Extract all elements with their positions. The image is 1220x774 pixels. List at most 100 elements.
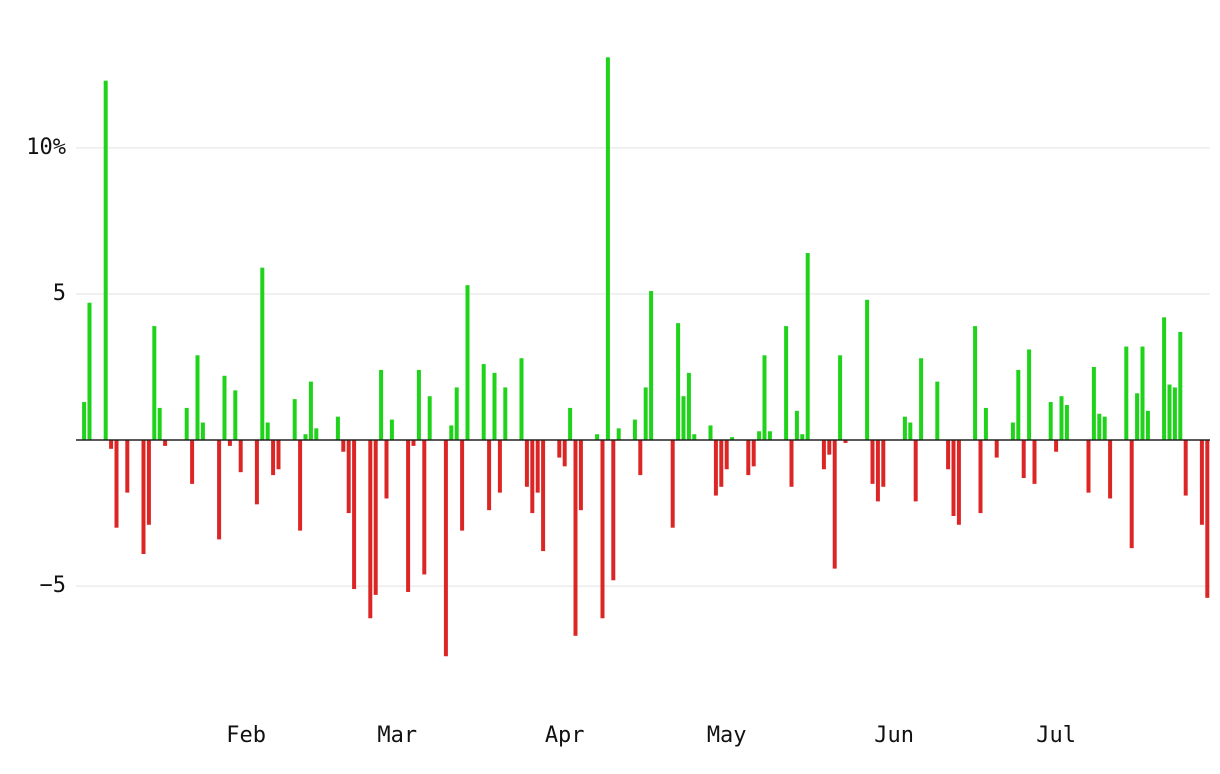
bar — [541, 440, 546, 552]
bar — [1010, 422, 1015, 441]
bar — [460, 440, 465, 531]
bar — [1048, 402, 1053, 441]
bar — [368, 440, 373, 619]
bar — [767, 431, 772, 441]
bar — [557, 440, 562, 458]
x-tick-label: Apr — [545, 723, 585, 748]
bar — [919, 358, 924, 441]
bar — [406, 440, 411, 592]
bar — [184, 407, 189, 441]
bar — [384, 440, 389, 499]
bar — [870, 440, 875, 484]
x-tick-label: May — [707, 723, 747, 748]
bar — [443, 440, 448, 657]
bar — [908, 422, 913, 441]
bar — [341, 440, 346, 452]
bar — [757, 431, 762, 441]
bar — [902, 416, 907, 441]
bar — [838, 355, 843, 441]
x-tick-label: Feb — [226, 723, 266, 748]
bar — [87, 302, 92, 441]
bar — [951, 440, 956, 517]
bar — [821, 440, 826, 470]
bar — [1016, 369, 1021, 441]
bar — [578, 440, 583, 511]
bar — [978, 440, 983, 514]
bar — [946, 440, 951, 470]
bar — [600, 440, 605, 619]
bar — [1124, 346, 1129, 441]
bar — [524, 440, 529, 487]
bar — [190, 440, 195, 484]
bar — [676, 323, 681, 441]
bar — [346, 440, 351, 514]
bar — [114, 440, 119, 528]
bar — [562, 440, 567, 467]
bar — [217, 440, 222, 540]
bar — [800, 434, 805, 441]
bar — [265, 422, 270, 441]
bar — [881, 440, 886, 487]
bar — [713, 440, 718, 496]
bar — [973, 326, 978, 441]
bar — [724, 440, 729, 470]
bar — [422, 440, 427, 575]
bar — [82, 402, 87, 441]
bar — [1183, 440, 1188, 496]
bar — [1097, 413, 1102, 441]
bar — [573, 440, 578, 636]
bar — [222, 375, 227, 441]
bar — [956, 440, 961, 525]
bar — [492, 372, 497, 441]
bar — [686, 372, 691, 441]
bar — [913, 440, 918, 502]
bar — [379, 369, 384, 441]
bar — [643, 387, 648, 441]
bar — [638, 440, 643, 476]
bar — [465, 285, 470, 441]
bar — [233, 390, 238, 441]
bar — [789, 440, 794, 487]
bar — [805, 253, 810, 441]
bar — [865, 299, 870, 441]
bar — [595, 434, 600, 441]
y-tick-label: 10% — [26, 135, 66, 160]
bar — [298, 440, 303, 531]
bar — [611, 440, 616, 581]
bar — [843, 440, 848, 443]
bar — [784, 326, 789, 441]
x-tick-label: Mar — [377, 723, 417, 748]
bar — [1145, 410, 1150, 441]
bar — [1027, 349, 1032, 441]
bar — [411, 440, 416, 446]
bar — [1178, 331, 1183, 441]
bar — [497, 440, 502, 493]
bar — [271, 440, 276, 476]
bar — [530, 440, 535, 514]
bar — [314, 428, 319, 441]
bar — [616, 428, 621, 441]
bar — [109, 440, 114, 449]
bar — [276, 440, 281, 470]
bar — [152, 326, 157, 441]
bar — [195, 355, 200, 441]
bar — [1205, 440, 1210, 598]
bar — [227, 440, 232, 446]
bar — [1064, 404, 1069, 441]
bar — [1162, 317, 1167, 441]
bar — [605, 57, 610, 441]
bar — [103, 80, 108, 441]
bar — [1102, 416, 1107, 441]
bar — [1032, 440, 1037, 484]
bar — [141, 440, 146, 554]
bar — [519, 358, 524, 441]
bar — [983, 407, 988, 441]
bar — [681, 396, 686, 441]
bar — [125, 440, 130, 493]
bar — [535, 440, 540, 493]
bar — [730, 437, 735, 441]
bar — [503, 387, 508, 441]
bar — [875, 440, 880, 502]
bar — [708, 425, 713, 441]
